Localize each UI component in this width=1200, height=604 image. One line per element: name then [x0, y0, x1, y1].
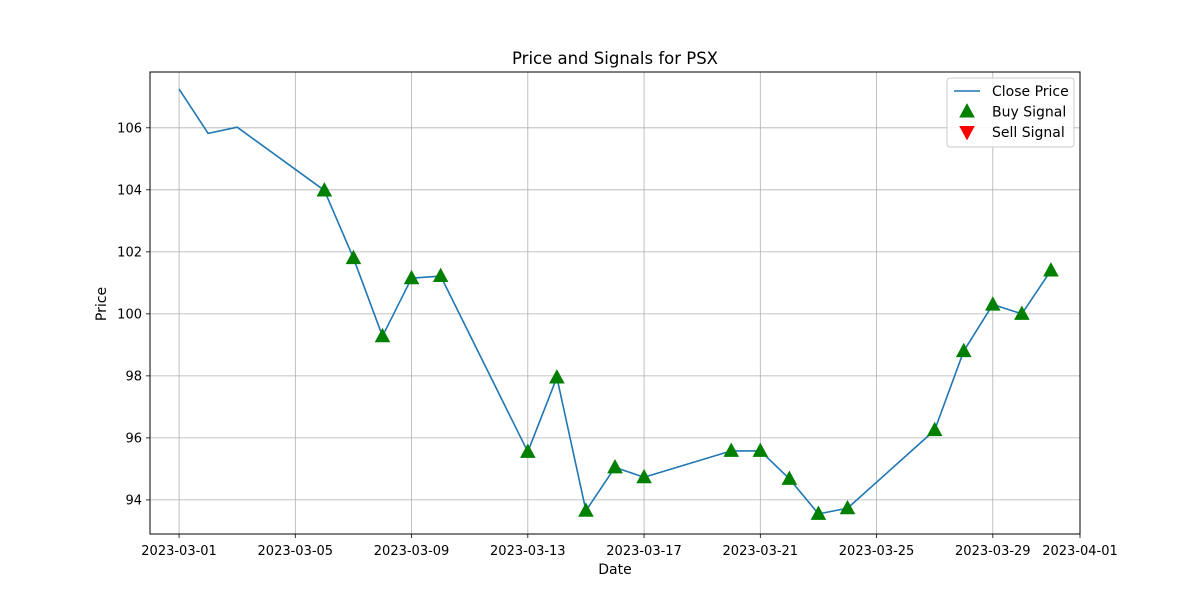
y-tick-label: 94 [125, 493, 142, 508]
legend-label: Buy Signal [992, 105, 1066, 121]
legend-buy-swatch [959, 103, 975, 118]
buy-signal-marker [839, 499, 856, 515]
y-tick-label: 100 [117, 307, 142, 322]
buy-signal-marker [636, 468, 652, 484]
y-tick-label: 104 [117, 183, 142, 198]
x-tick-label: 2023-04-01 [1042, 544, 1118, 559]
buy-signal-marker [1014, 305, 1030, 320]
buy-signal-marker [403, 269, 420, 285]
plot-frame [149, 71, 1081, 535]
x-tick-label: 2023-03-29 [955, 544, 1031, 559]
buy-signal-marker [723, 442, 740, 457]
y-tick-label: 102 [117, 245, 142, 260]
close-price-line [178, 88, 1052, 515]
x-tick-label: 2023-03-13 [490, 544, 566, 559]
y-axis-ticks: 94 96 98 100 102 104 106 [117, 121, 150, 508]
y-tick-label: 106 [117, 121, 142, 136]
legend-sell-swatch [959, 125, 975, 141]
y-tick-label: 98 [125, 369, 142, 384]
x-tick-label: 2023-03-01 [141, 544, 217, 559]
buy-signal-marker [316, 182, 333, 197]
legend: Close Price Buy Signal Sell Signal [946, 77, 1075, 148]
buy-signal-marker [578, 502, 594, 517]
buy-signal-marker [607, 458, 623, 474]
y-axis-label: Price [94, 287, 110, 321]
buy-signal-marker [345, 249, 362, 265]
chart-title: Price and Signals for PSX [512, 49, 718, 68]
x-axis-label: Date [598, 562, 631, 578]
x-tick-label: 2023-03-21 [723, 544, 799, 559]
x-tick-label: 2023-03-25 [839, 544, 915, 559]
x-tick-label: 2023-03-05 [258, 544, 334, 559]
buy-signal-marker [985, 296, 1001, 311]
buy-signal-marker [374, 327, 391, 343]
legend-box [946, 77, 1075, 148]
grid-lines [150, 72, 1081, 534]
buy-signal-marker [520, 443, 536, 458]
y-tick-label: 96 [125, 431, 142, 446]
legend-label: Close Price [992, 84, 1069, 100]
buy-signal-marker [955, 342, 972, 358]
buy-signal-marker [549, 369, 565, 384]
buy-signal-marker [1043, 262, 1059, 277]
x-tick-label: 2023-03-09 [374, 544, 450, 559]
buy-signal-marker [926, 421, 943, 437]
buy-signal-marker [752, 442, 769, 457]
buy-signal-marker [781, 470, 798, 485]
x-axis-ticks: 2023-03-01 2023-03-05 2023-03-09 2023-03-13… [141, 534, 1118, 559]
buy-signal-marker [432, 267, 449, 283]
buy-signal-marker [810, 505, 827, 520]
legend-label: Sell Signal [992, 125, 1065, 141]
x-tick-label: 2023-03-17 [606, 544, 682, 559]
plot-area [178, 88, 1059, 520]
